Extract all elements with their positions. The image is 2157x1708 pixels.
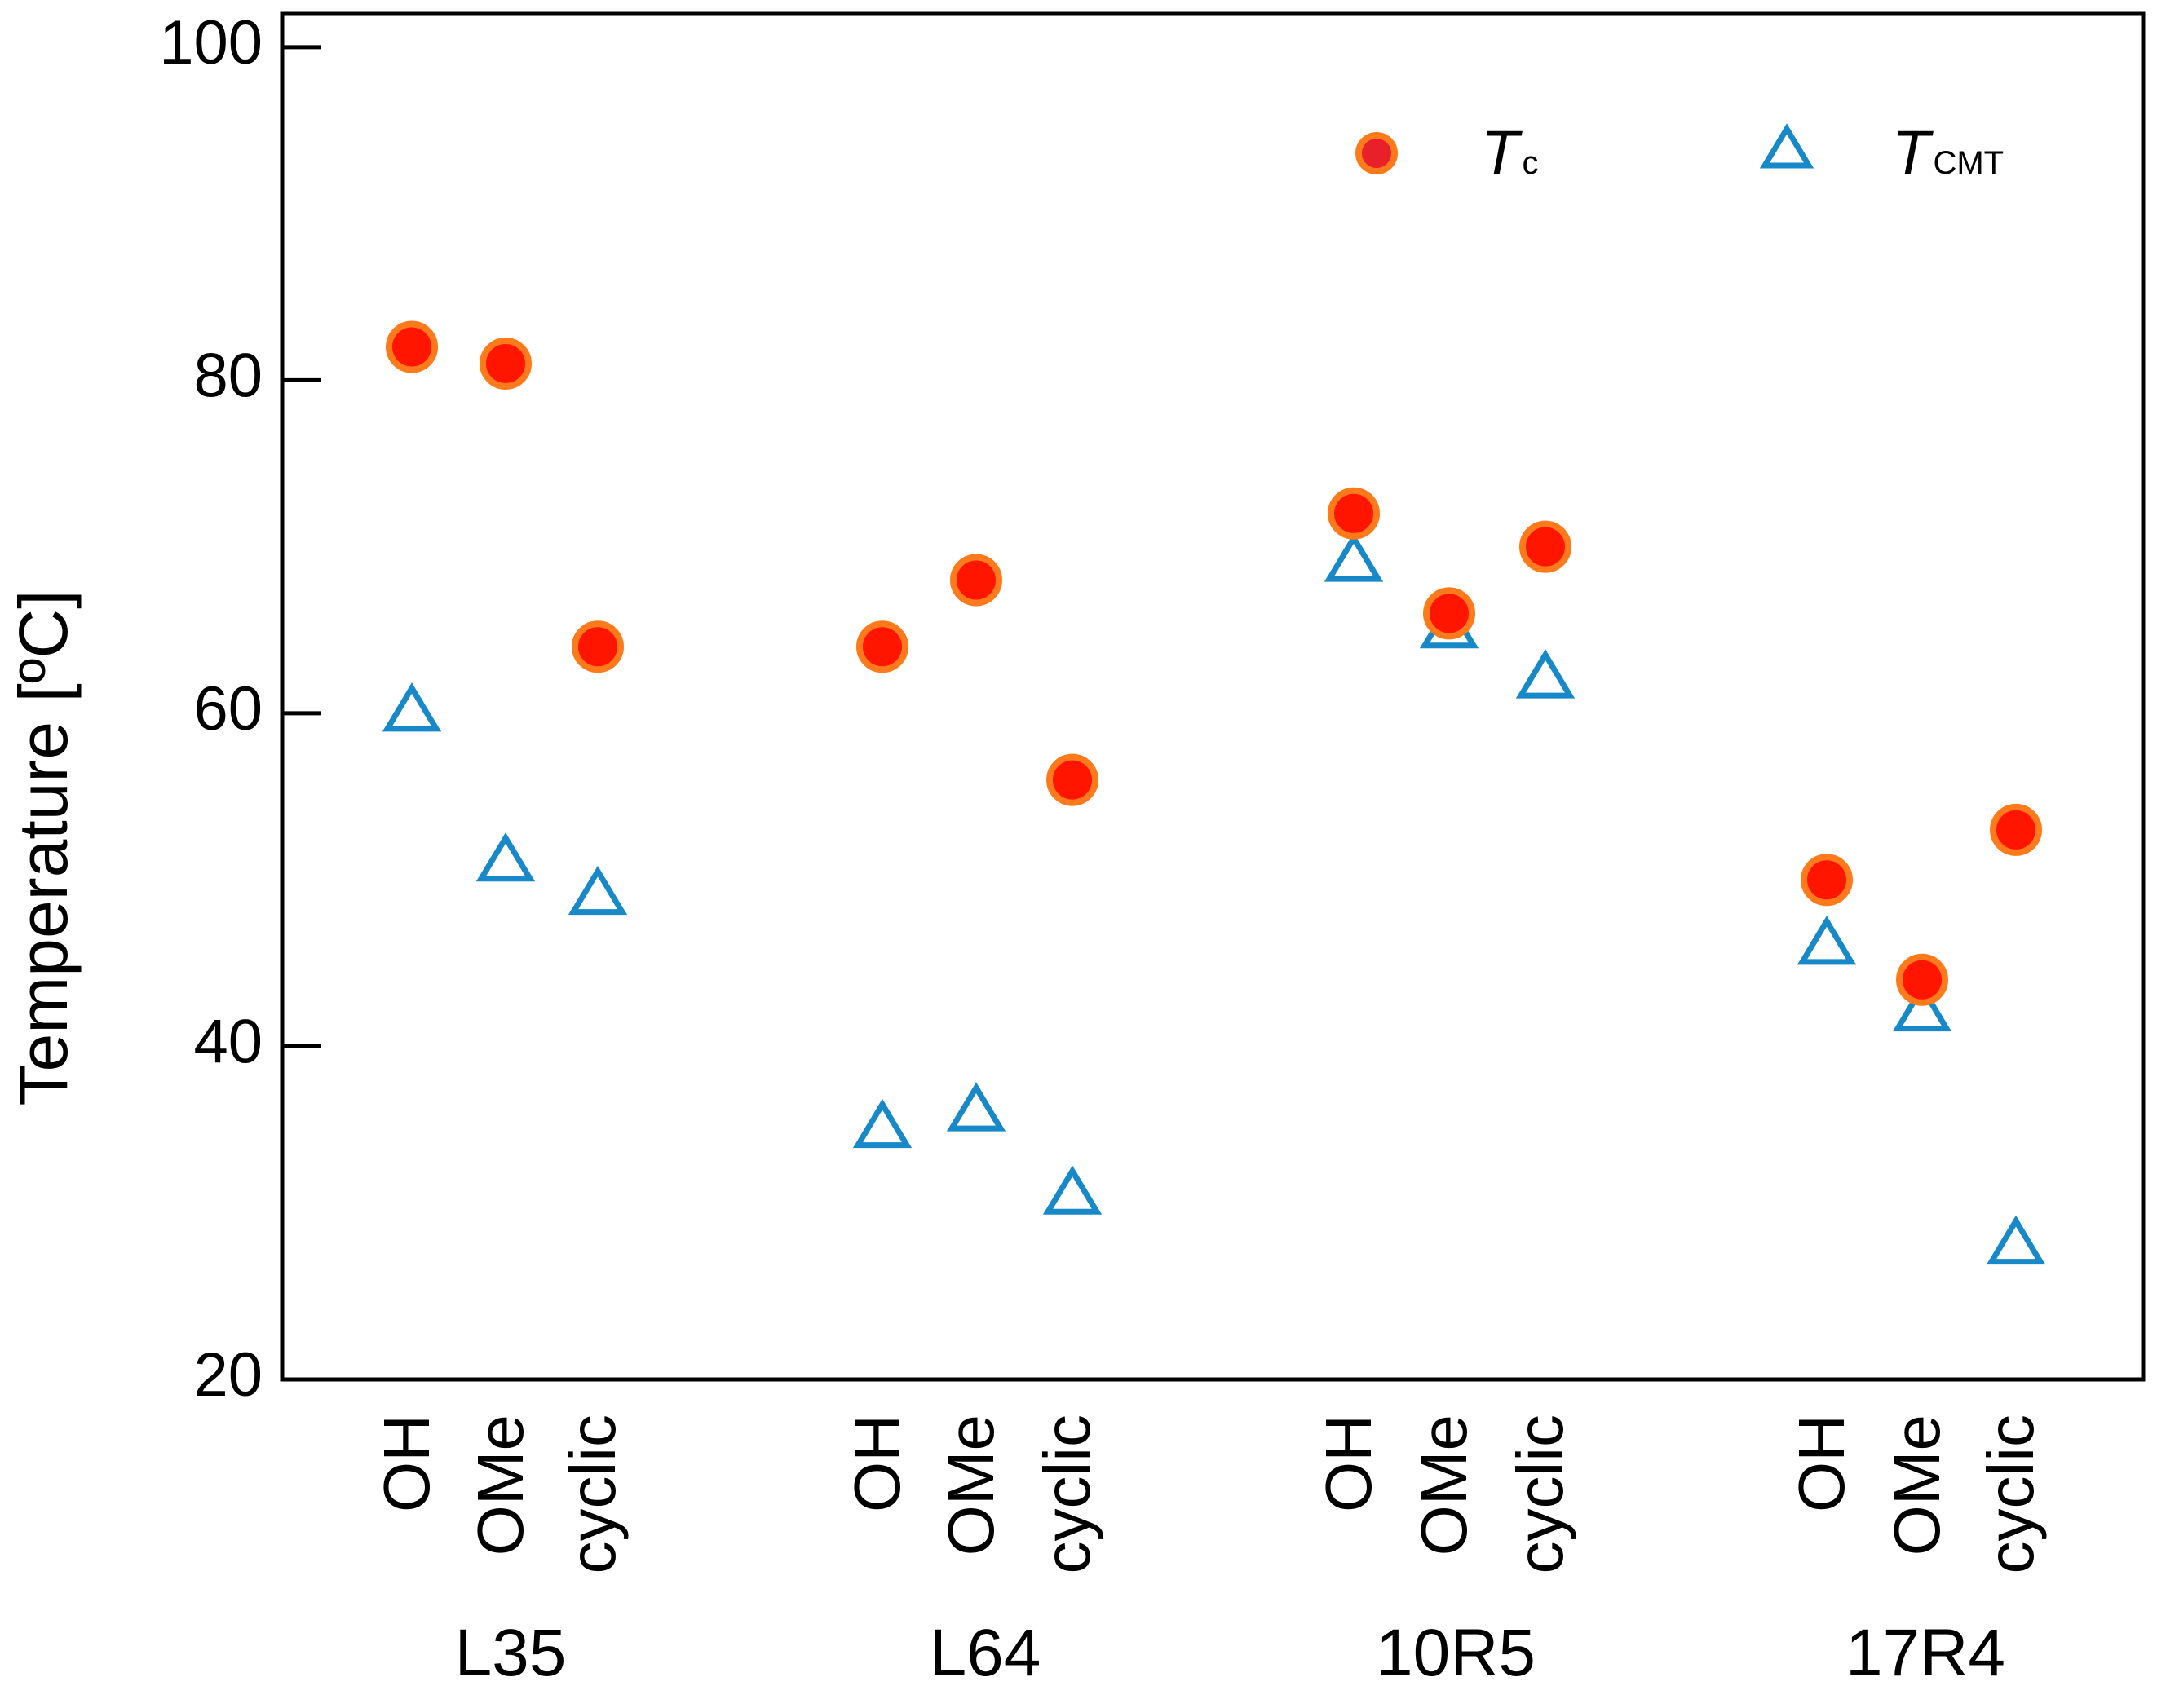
x-variant-label: cyclic — [1031, 1415, 1103, 1574]
x-variant-label: OH — [370, 1415, 443, 1512]
tcmt-marker — [382, 682, 442, 732]
tc-marker — [1990, 803, 2042, 856]
tc-marker — [1896, 953, 1948, 1006]
tc-marker — [386, 320, 438, 373]
x-variant-label: OH — [1785, 1415, 1858, 1512]
tc-marker — [480, 337, 532, 390]
x-variant-label: OMe — [935, 1415, 1007, 1556]
series-tc — [386, 320, 2042, 1006]
y-tick-label: 80 — [193, 341, 263, 410]
x-axis-labels: OH OMe cyclic L35 OH OMe cyclic L64 OH OMe cyclic 1… — [370, 1415, 2047, 1690]
legend-tc-marker — [1355, 132, 1398, 174]
x-group-label: L35 — [455, 1616, 567, 1690]
x-group-label: 17R4 — [1845, 1616, 2005, 1690]
y-axis: 20 40 60 80 100 — [159, 8, 321, 1410]
tcmt-marker — [475, 832, 536, 882]
x-variant-label: OMe — [1408, 1415, 1480, 1556]
y-axis-title: Temperature [ºC] — [5, 590, 82, 1106]
x-group-label: 10R5 — [1376, 1616, 1536, 1690]
tc-marker — [572, 620, 624, 673]
tcmt-marker — [1892, 982, 1952, 1032]
tc-marker — [1519, 520, 1571, 573]
legend-tcmt-main: T — [1892, 118, 1934, 188]
tc-marker — [1423, 587, 1475, 640]
tc-marker — [1801, 854, 1853, 907]
tcmt-marker — [1797, 916, 1857, 965]
tcmt-marker — [1042, 1165, 1103, 1215]
legend-tcmt-label: T CMT — [1892, 118, 2004, 188]
x-variant-label: OH — [1312, 1415, 1385, 1512]
x-variant-label: OMe — [464, 1415, 537, 1556]
plot-frame — [280, 11, 2146, 1382]
x-variant-label: cyclic — [1974, 1415, 2047, 1574]
x-group-label: L64 — [930, 1616, 1041, 1690]
y-tick-label: 20 — [193, 1340, 263, 1410]
tc-marker — [1046, 753, 1098, 806]
y-tick-label: 60 — [193, 674, 263, 744]
x-variant-label: cyclic — [556, 1415, 629, 1574]
legend-tc-main: T — [1481, 118, 1523, 188]
tcmt-marker — [1515, 649, 1576, 699]
x-variant-label: OMe — [1881, 1415, 1953, 1556]
tcmt-marker — [946, 1082, 1006, 1132]
y-tick-label: 100 — [159, 8, 263, 77]
tcmt-marker — [1986, 1215, 2046, 1265]
tcmt-marker — [852, 1098, 913, 1149]
legend-tcmt-marker — [1759, 123, 1814, 169]
tc-marker — [950, 554, 1002, 607]
legend-tcmt-sub: CMT — [1933, 145, 2004, 181]
tc-marker — [1328, 487, 1380, 540]
tcmt-marker — [568, 865, 628, 916]
x-variant-label: OH — [841, 1415, 913, 1512]
x-variant-label: cyclic — [1504, 1415, 1576, 1574]
tcmt-marker — [1324, 532, 1384, 582]
y-tick-label: 40 — [193, 1008, 263, 1077]
legend-tc-sub: c — [1522, 145, 1538, 181]
tc-marker — [856, 620, 908, 673]
